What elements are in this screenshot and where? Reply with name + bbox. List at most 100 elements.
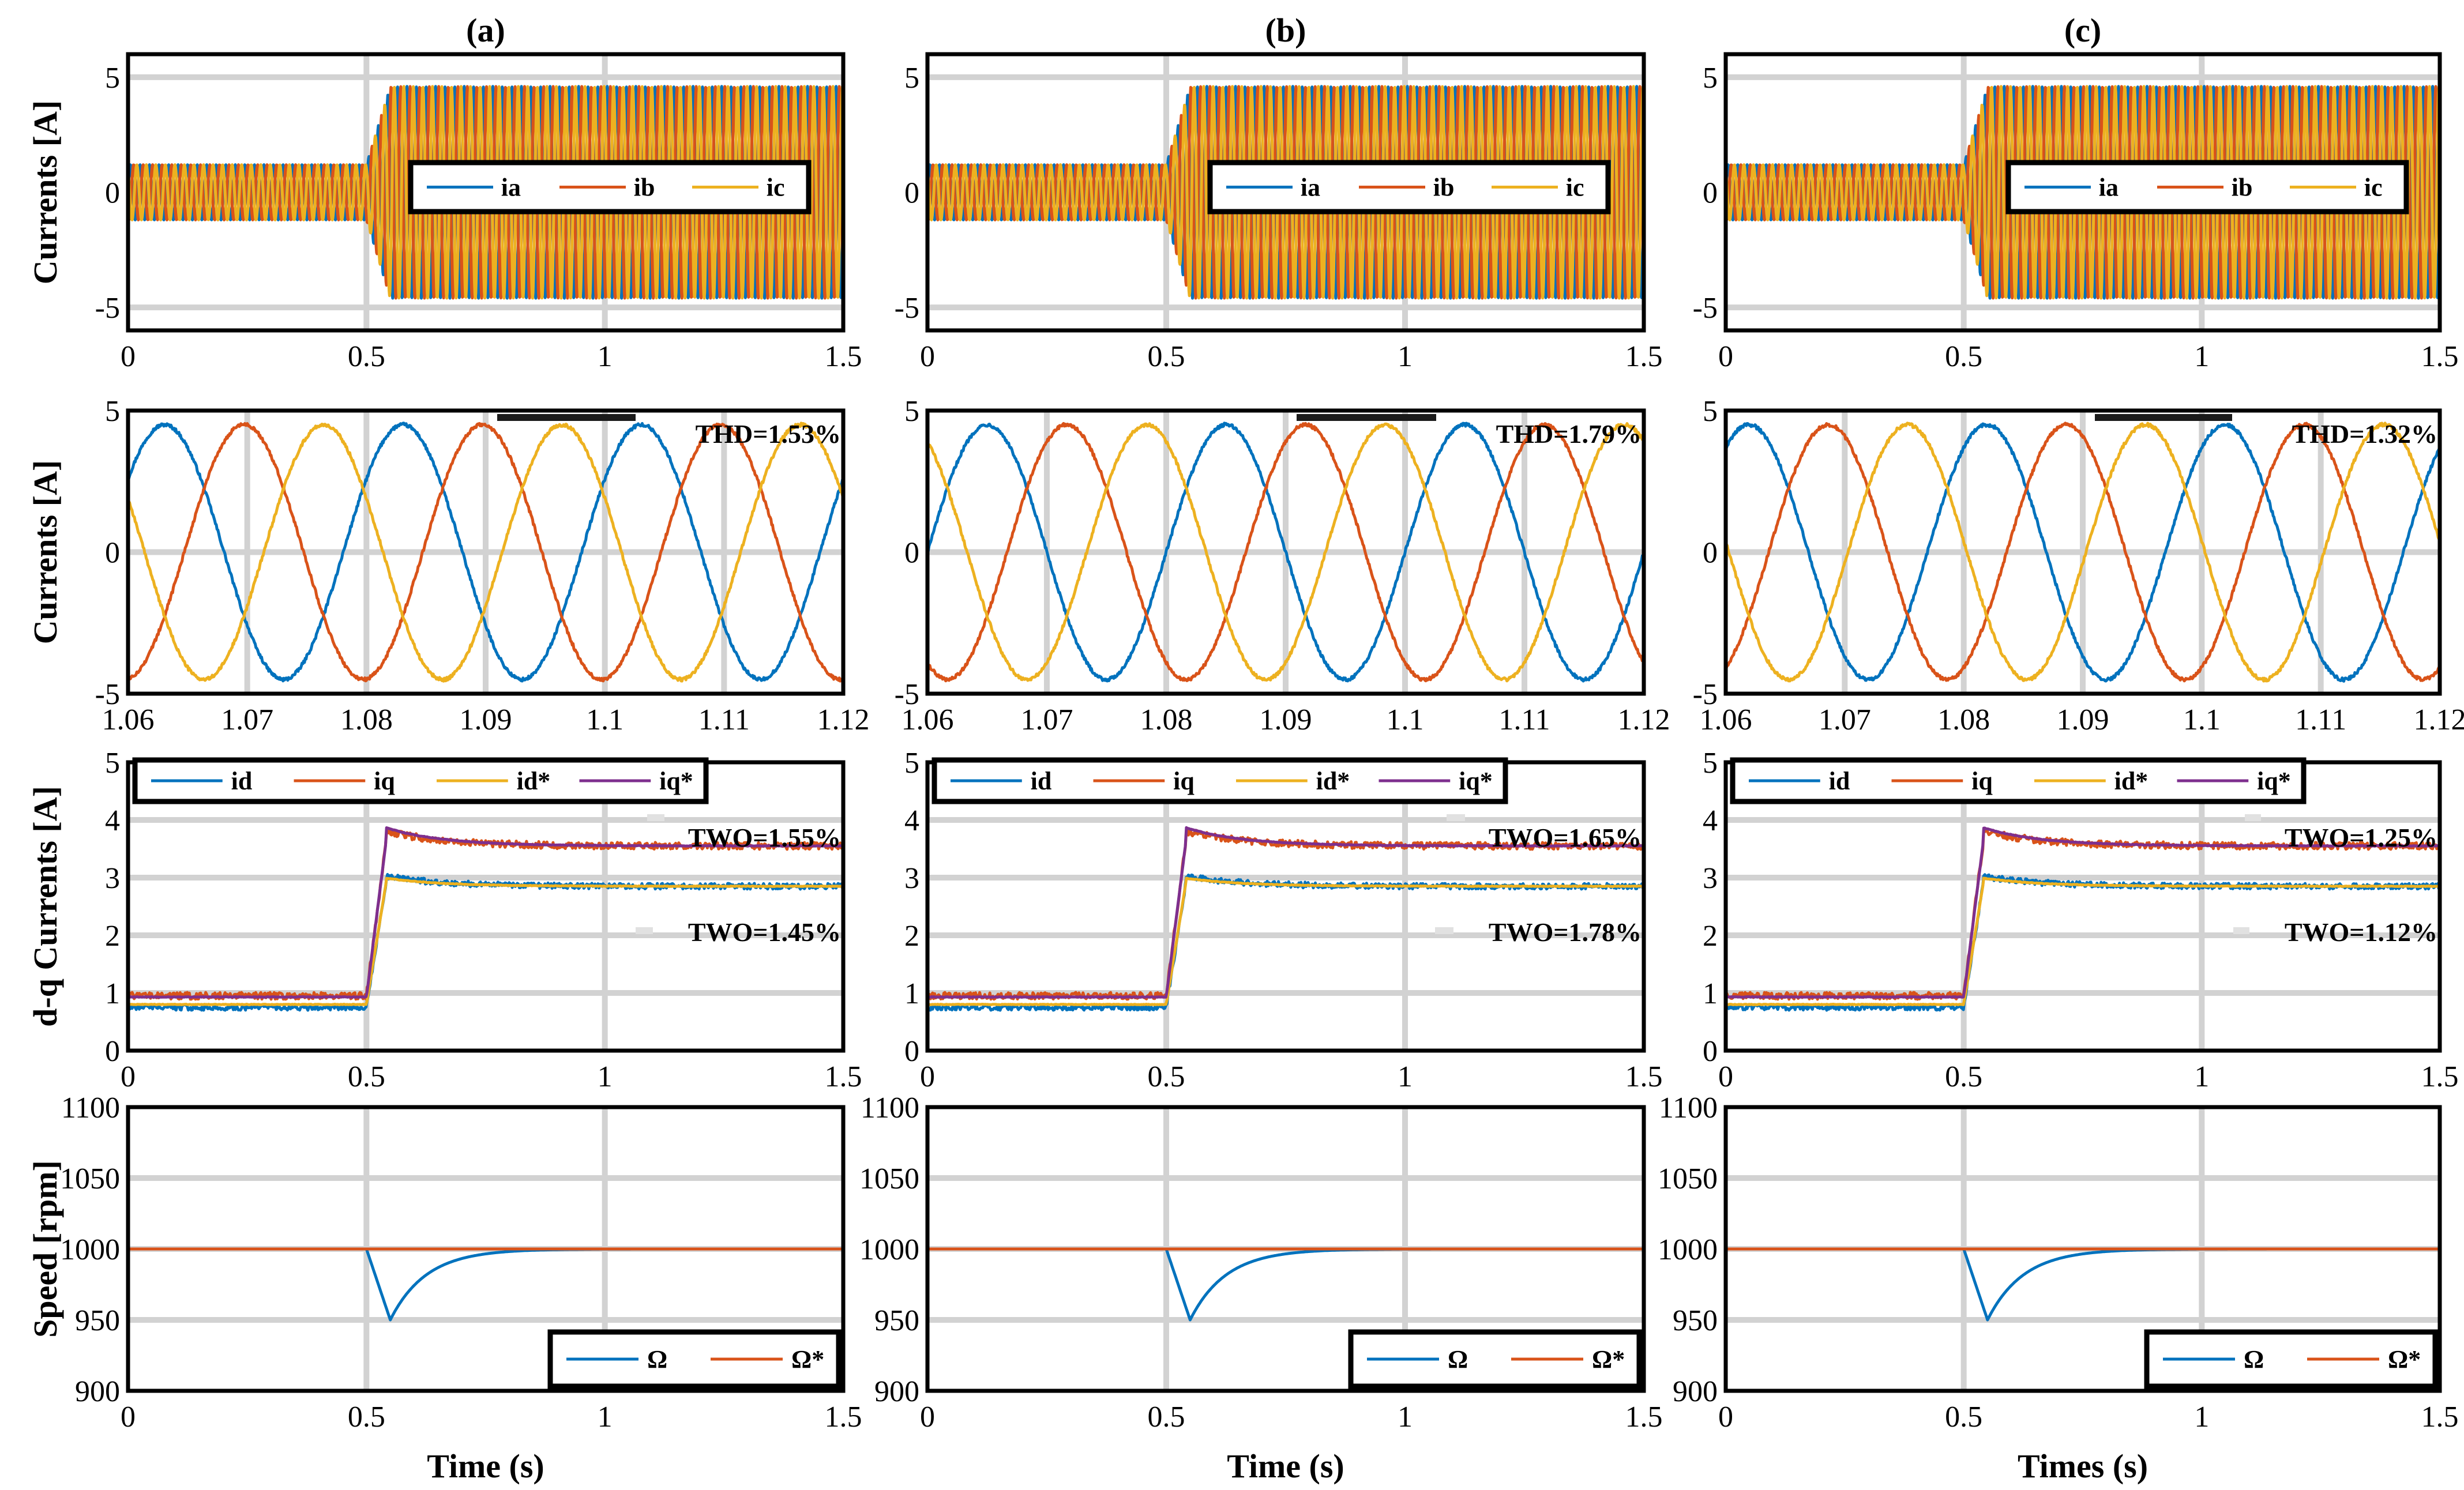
ic-trace [1724,422,2442,683]
x-tick-label: 1 [2194,1401,2209,1433]
y-tick-label: 900 [1673,1375,1718,1408]
x-tick-label: 1.5 [1625,340,1663,373]
row-labels: Currents [A] Currents [A] d-q Currents [A]… [27,100,64,1338]
legend: id iq id* iq* [132,757,709,804]
legend-entry: ia [1301,174,1320,202]
legend-entry: id* [517,767,551,795]
y-tick-label: 1100 [1659,1092,1718,1124]
x-tick-label: 0 [1718,1060,1733,1093]
plot-area [927,762,1644,1051]
x-tick-label: 1.12 [1618,703,1670,736]
time-axis-labels: Time (s) Time (s) Times (s) [427,1447,2148,1485]
y-tick-label: 1050 [60,1162,120,1195]
legend-entry: ic [767,174,785,202]
x-tick-label: 1.5 [825,1401,862,1433]
x-tick-label: 1 [598,340,613,373]
plot-frame [925,408,1646,696]
y-tick-label: 1050 [859,1162,919,1195]
x-tick-label: 1.1 [586,703,623,736]
legend-entry: iq* [2257,767,2291,795]
legend-entry: iq [1971,767,1993,795]
ib-trace [926,422,1646,683]
y-tick-label: 3 [1703,862,1718,895]
ic-trace [126,422,845,683]
iq-ref-trace [127,826,844,999]
y-tick-label: -5 [895,292,919,325]
y-tick-label: 1 [1703,977,1718,1010]
legend-entry: ib [1433,174,1455,202]
legend-entry: ic [1566,174,1584,202]
column-titles: (a) (b) (c) [466,12,2101,49]
y-tick-label: 4 [105,804,120,837]
legend: id iq id* iq* [931,757,1508,804]
column-title: (c) [2064,12,2101,49]
x-tick-label: 1 [598,1060,613,1093]
y-tick-label: 1000 [859,1233,919,1266]
x-tick-label: 1.11 [1498,703,1550,736]
y-tick-label: 950 [874,1304,919,1337]
zoom-current-plot: 1.06 1.07 1.08 1.09 1.1 1.11 1.12 -5 0 5 THD=1.53% [95,395,870,736]
x-axis-label: Times (s) [2018,1447,2148,1485]
ib-trace [1724,85,2442,300]
metric-label: TWO=1.55% [688,823,841,852]
y-tick-label: 5 [105,395,120,428]
plot-frame [1723,52,2442,333]
legend: Ω Ω* [547,1329,842,1389]
x-tick-label: 1.1 [2183,703,2221,736]
y-tick-label: 5 [1703,62,1718,95]
x-axis-label: Time (s) [427,1447,544,1485]
x-tick-label: 0.5 [348,1401,385,1433]
y-tick-label: 3 [904,862,919,895]
x-tick-label: 1.07 [221,703,273,736]
ib-trace [126,85,845,300]
legend-entry: id [231,767,253,795]
plot-area [1726,762,2440,1051]
ia-trace [126,422,844,683]
x-tick-label: 1.06 [102,703,155,736]
metric-label: TWO=1.12% [2285,917,2437,947]
legend-entry: id* [1316,767,1350,795]
legend-box [2144,1329,2438,1389]
plot-frame [925,52,1646,333]
y-tick-label: 1050 [1658,1162,1718,1195]
x-tick-label: 1.11 [698,703,750,736]
x-tick-label: 1.5 [1625,1060,1663,1093]
y-tick-label: 1000 [60,1233,120,1266]
x-tick-label: 1.5 [2421,1401,2459,1433]
legend-entry: ia [2099,174,2119,202]
x-tick-label: 0.5 [1945,340,1982,373]
metric-label: TWO=1.45% [688,917,841,947]
x-tick-label: 0.5 [1945,1060,1982,1093]
x-tick-label: 1.07 [1021,703,1073,736]
speed-plot: 0 0.5 1 1.5 900 950 1000 1050 1100 Ω Ω* [859,1092,1663,1433]
x-tick-label: 1.08 [1140,703,1193,736]
x-tick-label: 1.12 [2414,703,2464,736]
metric-label: THD=1.32% [2292,419,2437,449]
legend-entry: id* [2114,767,2149,795]
y-tick-label: 2 [1703,920,1718,953]
metric-label: THD=1.79% [1496,419,1642,449]
x-tick-label: 0 [920,1060,935,1093]
plot-frame [1723,1105,2442,1393]
x-tick-label: 0 [920,1401,935,1433]
y-tick-label: 1100 [861,1092,919,1124]
ib-trace [127,422,844,683]
x-axis-label: Time (s) [1227,1447,1344,1485]
id-ref-trace [1725,876,2440,1006]
column-title: (b) [1265,12,1306,49]
y-tick-label: -5 [1693,292,1718,325]
y-tick-label: 2 [105,920,120,953]
ia-trace [1725,422,2442,683]
x-tick-label: 1.09 [460,703,512,736]
y-tick-label: 5 [904,747,919,780]
x-tick-label: 0 [121,1060,136,1093]
speed-plot: 0 0.5 1 1.5 900 950 1000 1050 1100 Ω Ω* [1658,1092,2459,1433]
legend-entry: Ω* [1592,1345,1625,1374]
ic-trace [1724,85,2442,300]
y-axis-label: Currents [A] [27,100,64,284]
y-tick-label: 1000 [1658,1233,1718,1266]
y-tick-label: 5 [904,395,919,428]
